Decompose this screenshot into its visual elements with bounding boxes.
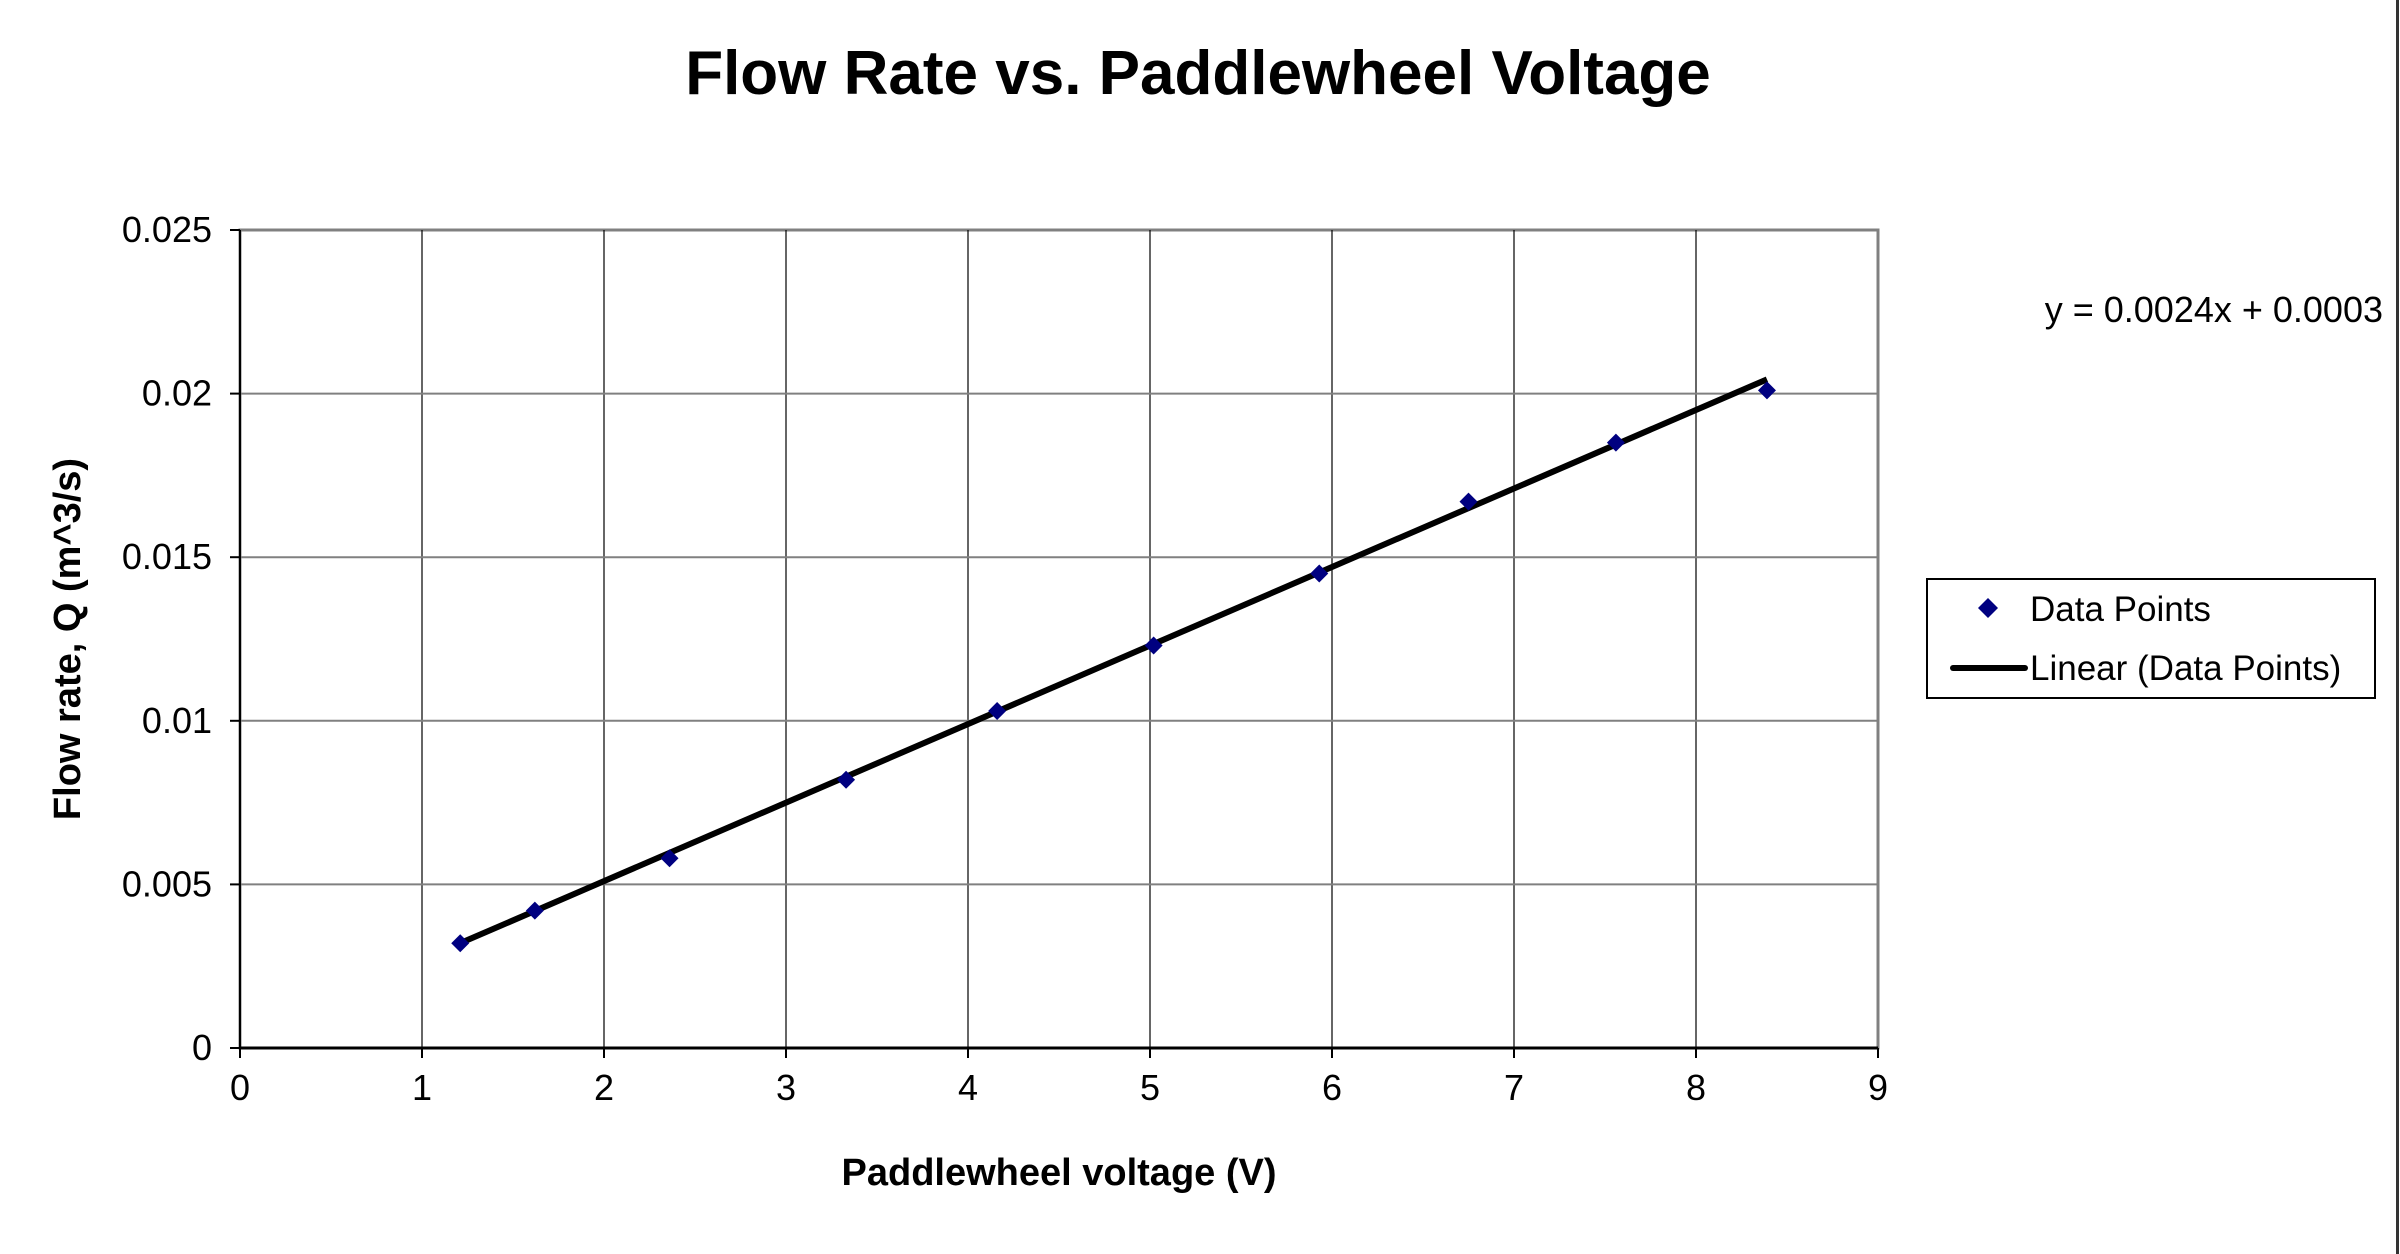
- y-tick-label: 0: [192, 1027, 212, 1068]
- x-tick-label: 1: [412, 1067, 432, 1108]
- data-point: [1459, 492, 1478, 511]
- x-tick-label: 3: [776, 1067, 796, 1108]
- data-point: [451, 934, 470, 953]
- x-tick-label: 9: [1868, 1067, 1888, 1108]
- data-point: [660, 849, 679, 868]
- data-point: [988, 701, 1007, 720]
- x-axis-label: Paddlewheel voltage (V): [842, 1152, 1277, 1194]
- trendline: [459, 376, 1769, 946]
- data-point: [1144, 636, 1163, 655]
- y-axis-label: Flow rate, Q (m^3/s): [47, 458, 89, 820]
- x-tick-label: 7: [1504, 1067, 1524, 1108]
- y-tick-label: 0.01: [142, 700, 212, 741]
- plot-area: [238, 228, 1880, 1050]
- data-point: [1310, 564, 1329, 583]
- x-tick-label: 4: [958, 1067, 978, 1108]
- data-point: [1606, 433, 1625, 452]
- x-tick-label: 5: [1140, 1067, 1160, 1108]
- data-point: [525, 901, 544, 920]
- chart-border: [2396, 0, 2399, 1254]
- chart-title: Flow Rate vs. Paddlewheel Voltage: [685, 39, 1711, 108]
- y-tick-label: 0.02: [142, 373, 212, 414]
- legend: [1926, 578, 2376, 699]
- data-point: [837, 770, 856, 789]
- x-tick-label: 6: [1322, 1067, 1342, 1108]
- trendline-equation: y = 0.0024x + 0.0003: [2045, 289, 2383, 330]
- data-point: [1757, 381, 1776, 400]
- y-tick-label: 0.015: [122, 536, 212, 577]
- legend-label-trendline: Linear (Data Points): [2030, 649, 2341, 688]
- x-tick-label: 2: [594, 1067, 614, 1108]
- x-tick-label: 0: [230, 1067, 250, 1108]
- y-tick-label: 0.025: [122, 209, 212, 250]
- x-tick-label: 8: [1686, 1067, 1706, 1108]
- legend-marker-data-points: [1978, 598, 1998, 618]
- legend-label-data-points: Data Points: [2030, 590, 2211, 629]
- y-tick-label: 0.005: [122, 863, 212, 904]
